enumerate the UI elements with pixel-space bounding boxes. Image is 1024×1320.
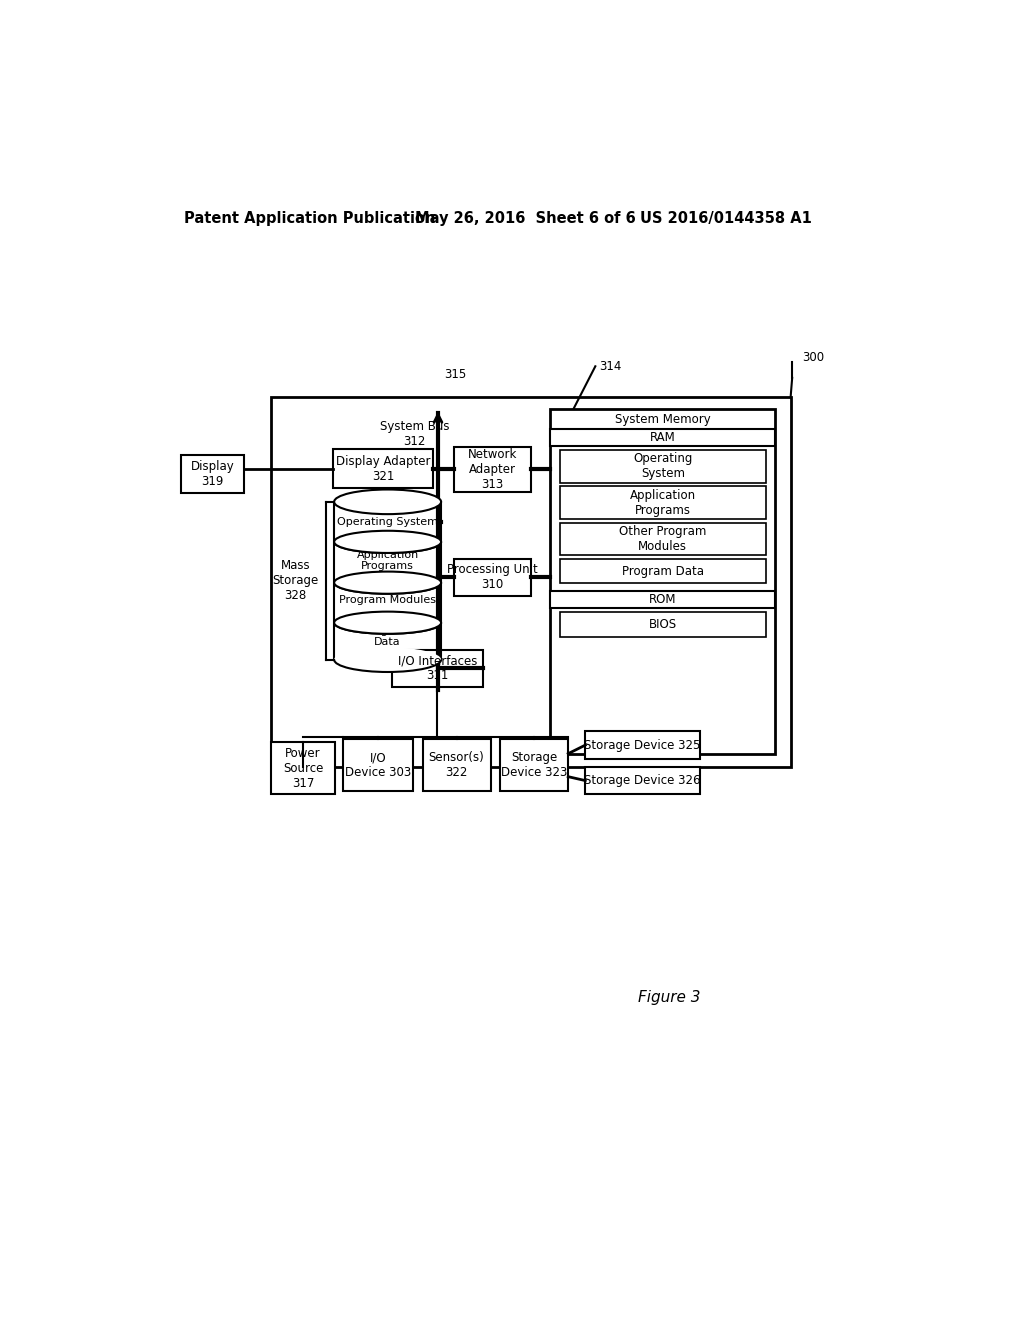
Bar — [423, 739, 490, 792]
Text: 315: 315 — [444, 367, 467, 380]
Text: US 2016/0144358 A1: US 2016/0144358 A1 — [640, 211, 811, 226]
Text: Display Adapter
321: Display Adapter 321 — [336, 454, 430, 483]
Text: Processing Unit
310: Processing Unit 310 — [446, 564, 538, 591]
Text: Program Modules: Program Modules — [339, 595, 436, 606]
Text: Storage
Device 323: Storage Device 323 — [501, 751, 567, 779]
Bar — [560, 558, 766, 583]
Bar — [550, 409, 775, 754]
Bar — [560, 523, 766, 554]
Text: Mass
Storage
328: Mass Storage 328 — [272, 560, 318, 602]
Bar — [271, 397, 791, 767]
Text: Storage Device 325: Storage Device 325 — [585, 739, 700, 751]
Text: RAM: RAM — [650, 430, 676, 444]
Text: Application
Programs: Application Programs — [356, 549, 419, 572]
Text: 314: 314 — [599, 360, 622, 372]
Text: Figure 3: Figure 3 — [638, 990, 700, 1006]
Text: Operating
System: Operating System — [633, 453, 692, 480]
Bar — [454, 558, 531, 595]
Text: Power
Source
317: Power Source 317 — [283, 747, 324, 789]
Text: Other Program
Modules: Other Program Modules — [620, 525, 707, 553]
Bar — [560, 612, 766, 636]
Bar — [391, 649, 483, 686]
Text: ROM: ROM — [649, 593, 677, 606]
Bar — [334, 449, 432, 488]
Ellipse shape — [334, 490, 441, 515]
Bar — [560, 450, 766, 483]
Text: BIOS: BIOS — [648, 618, 677, 631]
Bar — [586, 731, 700, 759]
Text: Patent Application Publication: Patent Application Publication — [183, 211, 435, 226]
Text: I/O
Device 303: I/O Device 303 — [345, 751, 412, 779]
Text: May 26, 2016  Sheet 6 of 6: May 26, 2016 Sheet 6 of 6 — [415, 211, 636, 226]
Text: Program Data: Program Data — [622, 565, 703, 578]
Ellipse shape — [334, 572, 441, 594]
Bar — [343, 739, 414, 792]
Text: System Bus
312: System Bus 312 — [380, 420, 450, 447]
Text: 300: 300 — [802, 351, 824, 363]
Ellipse shape — [334, 531, 441, 553]
Bar — [180, 455, 245, 494]
Ellipse shape — [334, 611, 441, 634]
Bar — [500, 739, 568, 792]
Bar — [271, 742, 335, 795]
Text: I/O Interfaces
311: I/O Interfaces 311 — [397, 655, 477, 682]
Ellipse shape — [334, 647, 441, 672]
Bar — [586, 767, 700, 795]
Text: Operating System: Operating System — [337, 517, 438, 527]
Text: Program
Data: Program Data — [365, 626, 412, 647]
Text: Sensor(s)
322: Sensor(s) 322 — [429, 751, 484, 779]
Text: Network
Adapter
313: Network Adapter 313 — [468, 447, 517, 491]
Text: Display
319: Display 319 — [190, 461, 234, 488]
Bar — [334, 502, 441, 660]
Bar — [454, 447, 531, 492]
Bar — [550, 429, 775, 446]
Text: Storage Device 326: Storage Device 326 — [585, 774, 700, 787]
Bar — [550, 591, 775, 609]
Text: System Memory: System Memory — [614, 413, 711, 426]
Bar — [560, 486, 766, 519]
Text: Application
Programs: Application Programs — [630, 488, 696, 516]
